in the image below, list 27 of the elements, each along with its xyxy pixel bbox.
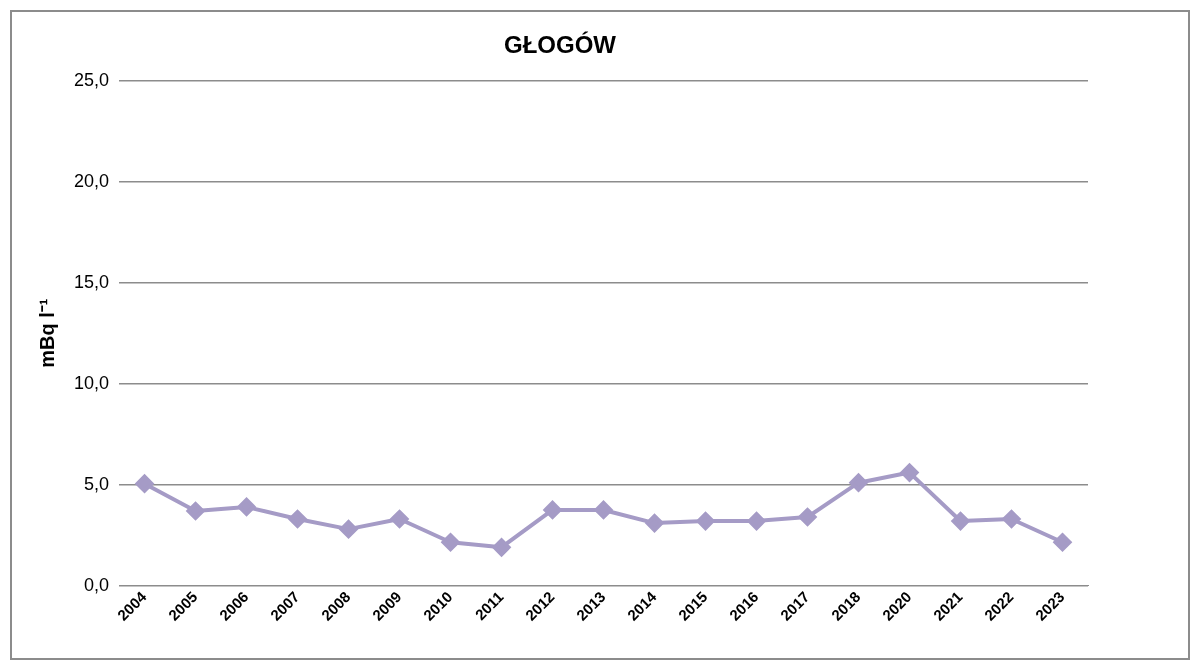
y-tick-label: 5,0 (84, 473, 110, 494)
point (696, 512, 715, 531)
point (951, 512, 970, 531)
point (237, 497, 256, 516)
point (747, 512, 766, 531)
point (135, 474, 154, 493)
point (1002, 510, 1021, 529)
point (186, 501, 205, 520)
point (441, 533, 460, 552)
point (645, 514, 664, 533)
point (594, 500, 613, 519)
y-tick-label: 20,0 (73, 170, 110, 191)
y-tick-label: 15,0 (73, 271, 110, 292)
y-axis-title: mBq l⁻¹ (35, 298, 58, 368)
point (390, 510, 409, 529)
chart-title: GŁOGÓW (504, 31, 617, 59)
point (492, 538, 511, 557)
point (849, 473, 868, 492)
point (1053, 533, 1072, 552)
point (288, 510, 307, 529)
point (900, 463, 919, 482)
point (543, 500, 562, 519)
y-tick-label: 10,0 (73, 372, 110, 393)
point (339, 520, 358, 539)
y-tick-label: 25,0 (73, 69, 110, 90)
y-tick-label: 0,0 (84, 574, 110, 595)
point (798, 508, 817, 527)
